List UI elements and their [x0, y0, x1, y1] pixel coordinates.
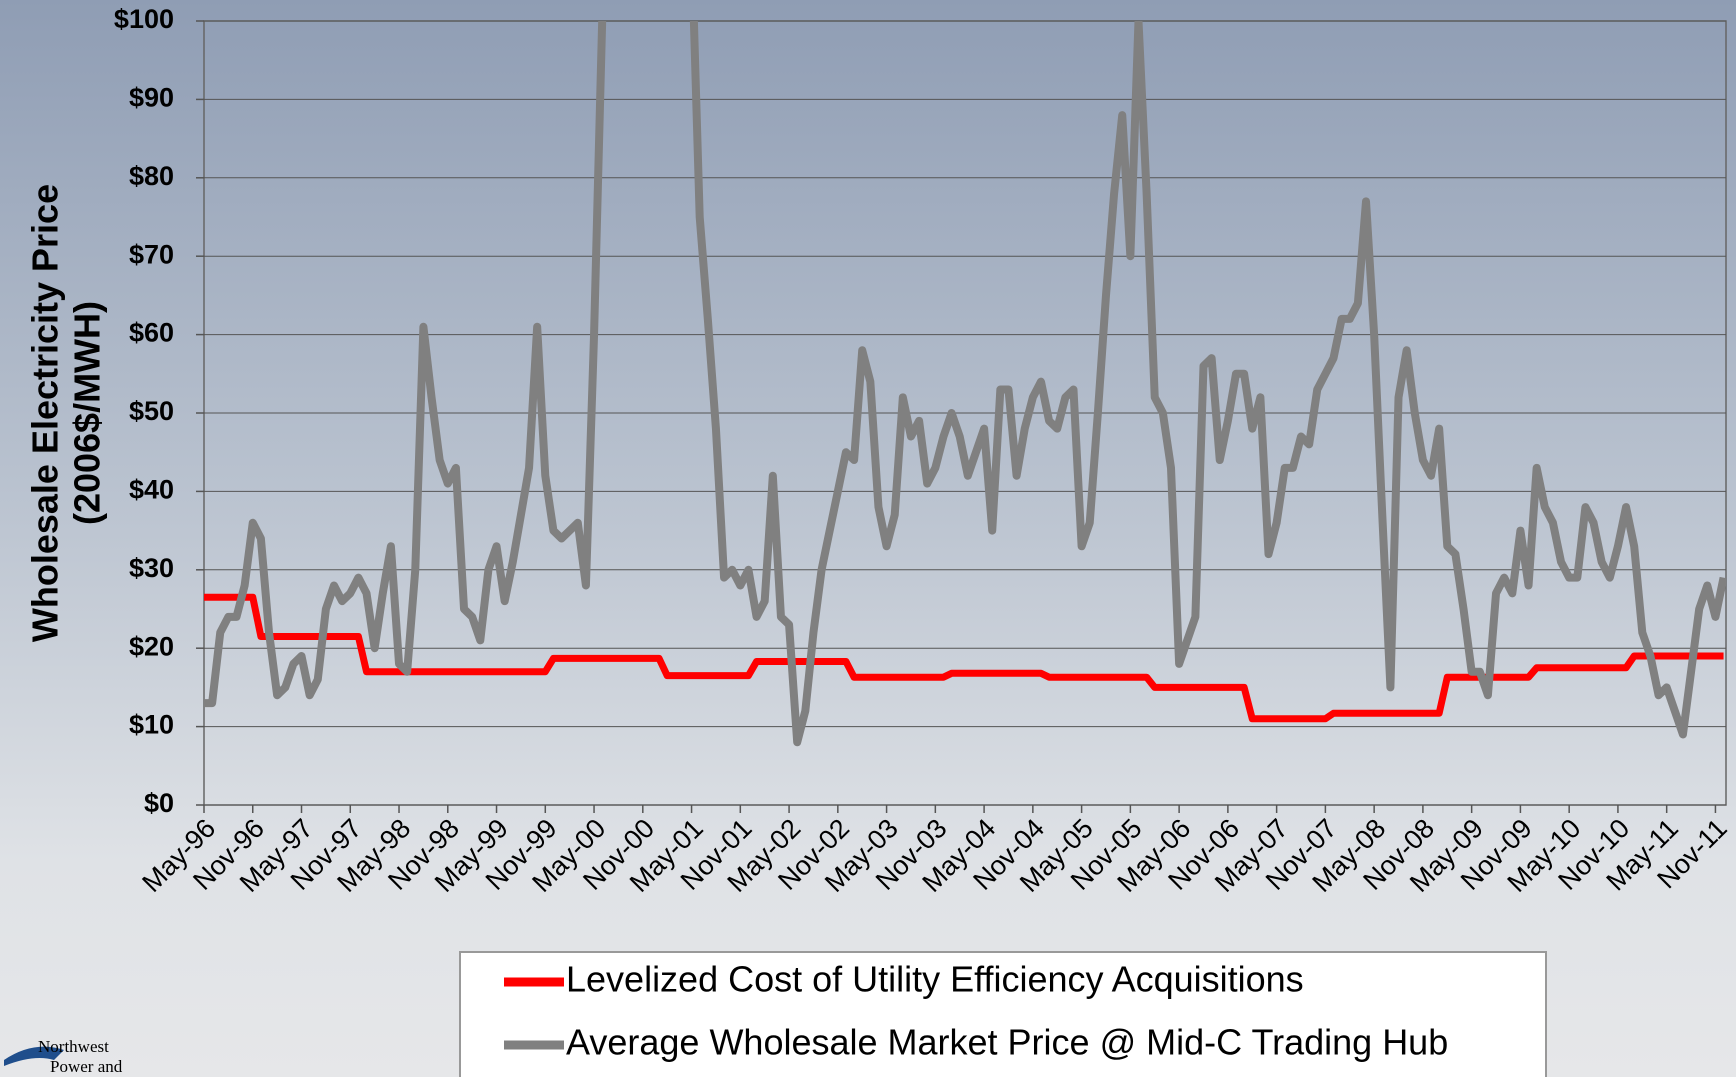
logo-text: Power and [50, 1057, 123, 1076]
y-axis-label: Wholesale Electricity Price [25, 184, 66, 642]
y-tick-label: $30 [129, 553, 174, 583]
legend-box [459, 951, 1547, 1077]
logo: Northwest Power and [4, 1037, 123, 1076]
y-tick-label: $10 [129, 710, 174, 740]
series-line [204, 21, 1726, 747]
y-tick-label: $70 [129, 239, 174, 269]
y-axis-label-unit: (2006$/MWH) [67, 301, 108, 525]
y-tick-label: $0 [144, 788, 174, 818]
y-tick-label: $50 [129, 396, 174, 426]
logo-text: Northwest [38, 1037, 109, 1056]
legend-label: Levelized Cost of Utility Efficiency Acq… [566, 959, 1304, 1000]
series-line [204, 593, 1724, 723]
y-tick-label: $40 [129, 475, 174, 505]
logo-mark [4, 1046, 64, 1066]
y-tick-label: $100 [114, 4, 174, 34]
y-tick-label: $80 [129, 161, 174, 191]
y-tick-label: $90 [129, 83, 174, 113]
legend-label: Average Wholesale Market Price @ Mid-C T… [566, 1022, 1448, 1063]
y-axis-title: Wholesale Electricity Price (2006$/MWH) [25, 184, 108, 642]
y-tick-label: $20 [129, 631, 174, 661]
y-tick-label: $60 [129, 318, 174, 348]
